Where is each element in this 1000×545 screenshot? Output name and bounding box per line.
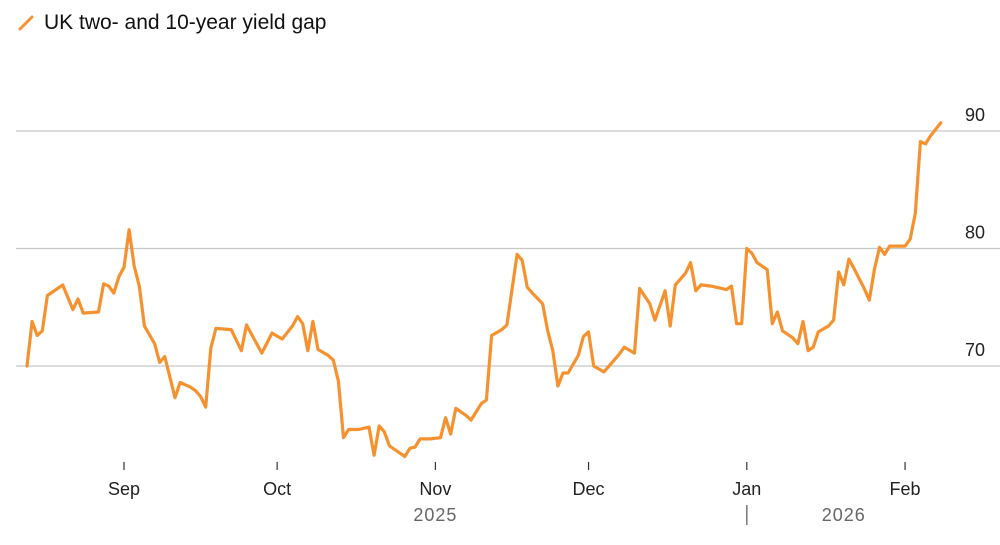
series-lines <box>25 121 943 459</box>
y-tick-label: 70 <box>965 340 985 360</box>
x-tick-label: Nov <box>419 479 451 499</box>
x-axis: Sep Oct Nov Dec Jan Feb <box>108 462 921 499</box>
gridlines <box>16 130 1000 367</box>
year-label: 2026 <box>822 505 866 525</box>
y-tick-label: 80 <box>965 223 985 243</box>
legend-line-icon <box>18 15 34 31</box>
x-tick-label: Oct <box>263 479 291 499</box>
y-axis: 70 80 90 <box>965 105 985 360</box>
legend-label: UK two- and 10-year yield gap <box>44 11 327 34</box>
legend: UK two- and 10-year yield gap <box>18 8 327 38</box>
y-tick-label: 90 <box>965 105 985 125</box>
year-labels: 2025 2026 <box>413 505 865 525</box>
x-tick-label: Feb <box>890 479 921 499</box>
year-label: 2025 <box>413 505 457 525</box>
x-tick-label: Sep <box>108 479 140 499</box>
x-tick-label: Jan <box>732 479 761 499</box>
series-line <box>25 121 943 459</box>
x-tick-label: Dec <box>573 479 605 499</box>
